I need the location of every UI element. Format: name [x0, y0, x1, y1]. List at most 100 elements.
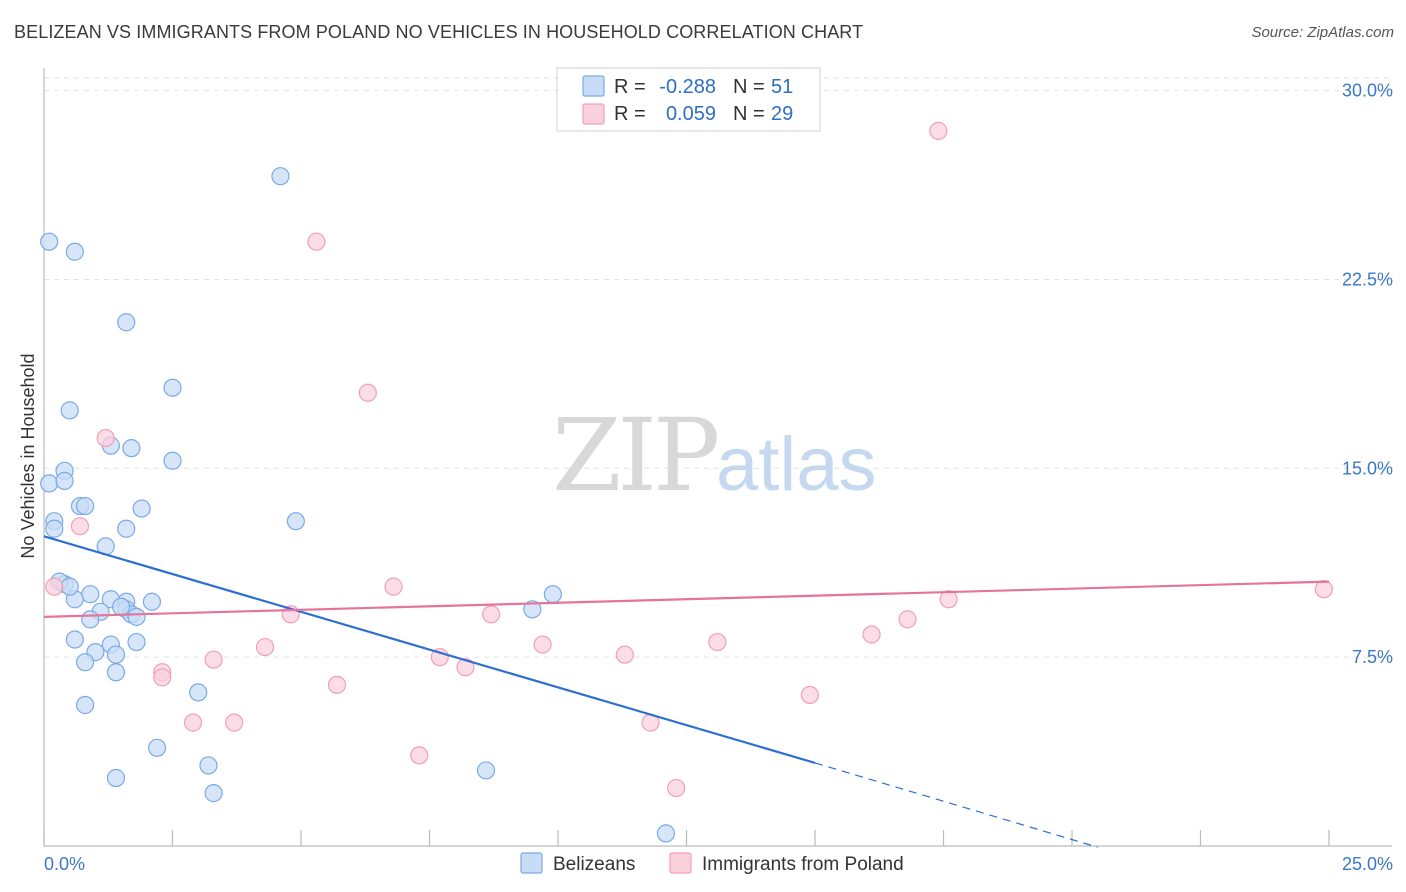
data-point: [456, 658, 475, 677]
data-point: [939, 590, 958, 609]
bottom-legend-label-belizeans: Belizeans: [553, 854, 635, 875]
legend-n-label-0: N =: [733, 76, 765, 98]
chart-title: BELIZEAN VS IMMIGRANTS FROM POLAND NO VE…: [14, 22, 864, 42]
bottom-legend-swatch-belizeans: [520, 852, 543, 874]
data-point: [163, 378, 182, 397]
legend-swatch-poland: [582, 103, 605, 125]
data-point: [410, 746, 429, 765]
chart-source: Source: ZipAtlas.com: [1251, 24, 1394, 41]
data-point: [76, 653, 95, 672]
data-point: [81, 610, 100, 629]
data-point: [65, 242, 84, 261]
trend-line: [43, 580, 1330, 618]
data-point: [708, 632, 727, 652]
data-point: [199, 756, 218, 775]
data-point: [286, 512, 305, 531]
trend-lines: [43, 535, 1330, 848]
data-point: [543, 585, 562, 604]
watermark: ZIP atlas: [552, 397, 877, 514]
series-immigrants-from-poland: [45, 121, 1333, 798]
data-point: [225, 713, 244, 732]
data-point: [656, 824, 676, 843]
data-point: [40, 474, 59, 493]
data-point: [142, 592, 162, 611]
legend-r-value-1: 0.059: [666, 103, 716, 125]
data-point: [204, 650, 223, 669]
correlation-legend: R = -0.288 N = 51 R = 0.059 N = 29: [556, 67, 821, 132]
data-point: [307, 232, 326, 251]
data-point: [117, 313, 136, 332]
data-point: [667, 778, 686, 798]
data-point: [40, 232, 59, 251]
data-point: [523, 600, 542, 619]
data-point: [76, 496, 95, 516]
data-point: [929, 121, 948, 140]
data-point: [106, 768, 126, 788]
data-point: [127, 607, 146, 626]
y-tick-label: 15.0%: [1342, 458, 1393, 478]
data-point: [800, 685, 819, 705]
data-point: [384, 577, 403, 596]
data-point: [65, 630, 84, 649]
x-tick-label-max: 25.0%: [1342, 854, 1393, 874]
watermark-atlas: atlas: [716, 422, 877, 507]
legend-r-label-1: R =: [614, 103, 646, 125]
trend-line-extension: [814, 762, 1098, 848]
data-point: [1314, 580, 1333, 599]
data-point: [163, 451, 182, 470]
legend-r-label-0: R =: [614, 76, 646, 98]
data-point: [204, 784, 223, 803]
data-point: [111, 597, 131, 616]
data-point: [132, 499, 151, 518]
data-point: [898, 610, 917, 629]
y-tick-label: 7.5%: [1352, 647, 1393, 667]
data-point: [615, 645, 634, 664]
legend-n-value-0: 51: [771, 76, 793, 98]
data-point: [147, 738, 167, 757]
y-axis-label: No Vehicles in Household: [18, 353, 38, 558]
data-point: [862, 625, 881, 644]
data-point: [183, 713, 203, 732]
bottom-legend-label-poland: Immigrants from Poland: [702, 854, 904, 875]
data-point: [70, 517, 90, 536]
data-point: [358, 383, 377, 402]
data-point: [271, 167, 290, 186]
series-belizeans: [40, 167, 676, 843]
series-legend: Belizeans Immigrants from Poland: [520, 852, 904, 875]
grid-lines: [44, 77, 1392, 658]
bottom-legend-swatch-poland: [669, 852, 692, 874]
data-point: [255, 637, 275, 657]
data-point: [45, 577, 64, 596]
x-tick-label-min: 0.0%: [44, 854, 85, 874]
trend-line: [43, 535, 816, 764]
data-point: [327, 675, 347, 694]
data-point: [189, 683, 208, 702]
data-point: [117, 519, 136, 538]
data-point: [106, 645, 126, 664]
legend-r-value-0: -0.288: [659, 76, 716, 98]
x-ticks: [43, 830, 1330, 846]
legend-n-label-1: N =: [733, 103, 765, 125]
data-point: [127, 632, 146, 652]
data-point: [482, 605, 501, 624]
data-point: [153, 668, 172, 687]
data-point: [55, 471, 74, 490]
y-tick-labels: 7.5% 15.0% 22.5% 30.0%: [1342, 81, 1393, 668]
data-point: [81, 585, 100, 604]
data-point: [45, 519, 64, 538]
data-point: [60, 577, 79, 596]
data-point: [122, 439, 141, 458]
data-point: [533, 635, 552, 654]
data-point: [106, 663, 126, 682]
data-point: [76, 695, 95, 715]
data-point: [96, 428, 115, 448]
watermark-zip: ZIP: [552, 397, 717, 514]
y-tick-label: 22.5%: [1342, 269, 1393, 289]
data-point: [476, 761, 496, 780]
axes: [43, 68, 1392, 847]
data-point: [60, 401, 79, 420]
legend-swatch-belizeans: [582, 75, 605, 97]
y-tick-label: 30.0%: [1342, 81, 1393, 101]
legend-n-value-1: 29: [771, 103, 793, 125]
